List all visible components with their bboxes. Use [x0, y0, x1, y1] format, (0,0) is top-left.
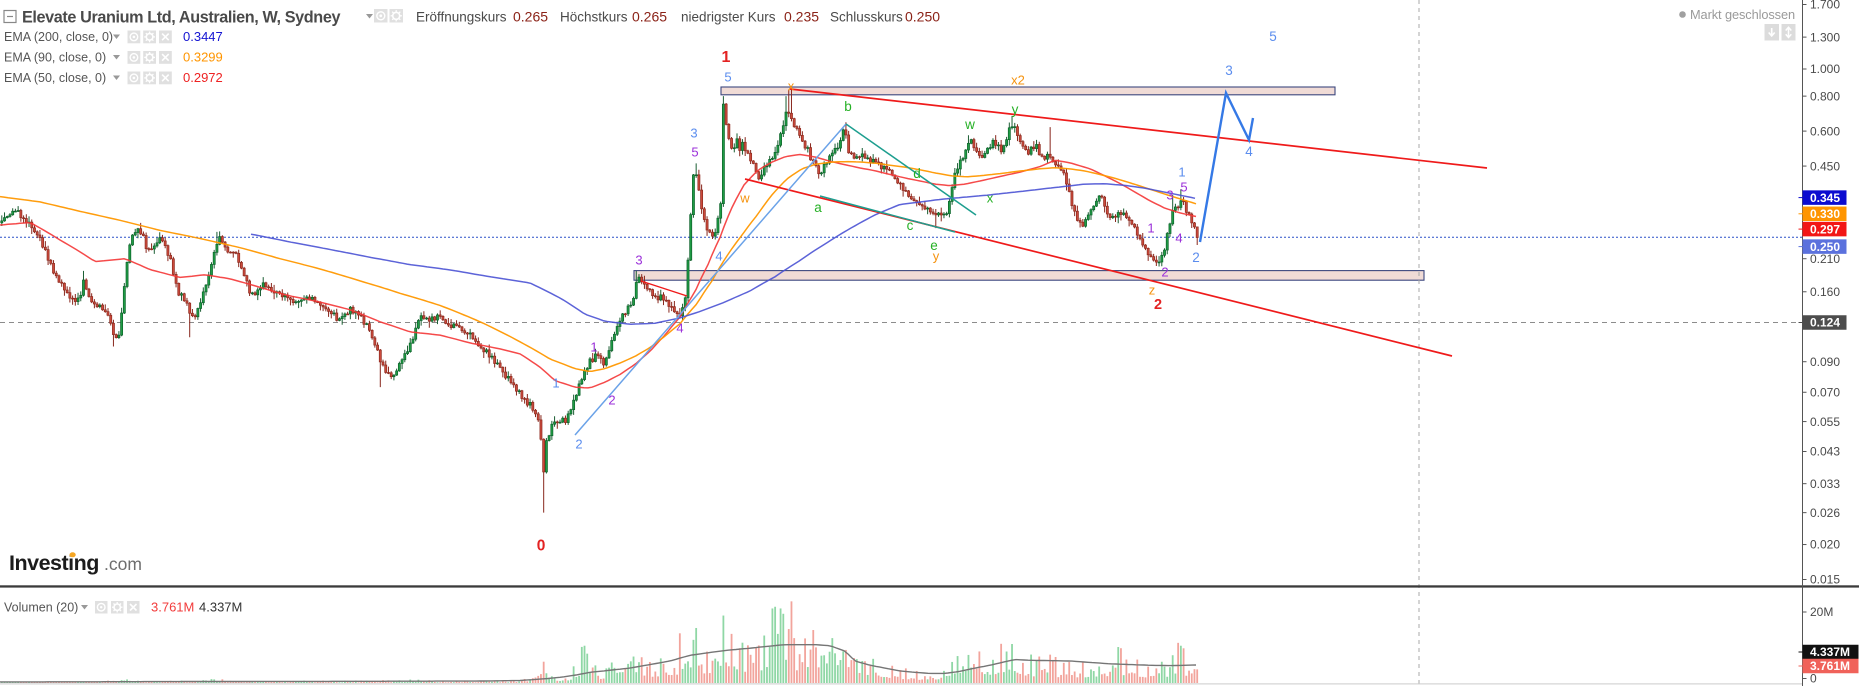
svg-text:3: 3	[1166, 188, 1173, 203]
svg-text:d: d	[913, 166, 921, 181]
svg-text:0.043: 0.043	[1810, 445, 1840, 459]
svg-text:.com: .com	[104, 554, 142, 574]
svg-text:1.300: 1.300	[1810, 30, 1840, 44]
svg-text:3: 3	[1225, 63, 1233, 78]
svg-text:0.235: 0.235	[784, 9, 819, 25]
svg-text:0.124: 0.124	[1810, 316, 1840, 330]
svg-text:4: 4	[715, 249, 722, 264]
svg-text:b: b	[844, 99, 852, 114]
svg-text:EMA (50, close, 0): EMA (50, close, 0)	[4, 71, 106, 85]
svg-text:5: 5	[1180, 180, 1187, 195]
svg-text:20M: 20M	[1810, 605, 1833, 619]
svg-text:3: 3	[690, 126, 697, 141]
svg-text:1: 1	[1147, 221, 1154, 236]
svg-text:Eröffnungskurs: Eröffnungskurs	[416, 10, 507, 25]
svg-text:0.160: 0.160	[1810, 285, 1840, 299]
svg-text:0.070: 0.070	[1810, 385, 1840, 399]
svg-text:2: 2	[1154, 297, 1162, 313]
svg-text:Höchstkurs: Höchstkurs	[560, 10, 628, 25]
svg-text:4.337M: 4.337M	[199, 599, 242, 614]
svg-text:niedrigster Kurs: niedrigster Kurs	[681, 10, 776, 25]
svg-text:5: 5	[691, 145, 698, 160]
svg-text:0.800: 0.800	[1810, 89, 1840, 103]
svg-text:Investing: Investing	[9, 551, 99, 575]
svg-text:4: 4	[1245, 144, 1253, 159]
svg-text:y: y	[933, 249, 940, 264]
svg-text:EMA (90, close, 0): EMA (90, close, 0)	[4, 50, 106, 64]
svg-text:y: y	[1012, 102, 1019, 117]
svg-text:Volumen (20): Volumen (20)	[4, 600, 78, 614]
svg-text:x2: x2	[1011, 73, 1025, 88]
svg-text:4: 4	[676, 321, 683, 336]
svg-text:1: 1	[722, 49, 731, 66]
svg-text:1: 1	[552, 376, 559, 391]
svg-text:1: 1	[1178, 165, 1185, 180]
svg-text:0.020: 0.020	[1810, 538, 1840, 552]
svg-text:0.015: 0.015	[1810, 573, 1840, 587]
svg-text:0.033: 0.033	[1810, 477, 1840, 491]
svg-text:0.250: 0.250	[905, 9, 940, 25]
svg-text:2: 2	[1161, 265, 1168, 280]
svg-text:0.450: 0.450	[1810, 159, 1840, 173]
svg-text:3: 3	[635, 253, 642, 268]
svg-text:4: 4	[1175, 231, 1182, 246]
svg-text:EMA (200, close, 0): EMA (200, close, 0)	[4, 30, 113, 44]
svg-text:4.337M: 4.337M	[1810, 645, 1850, 659]
svg-text:Schlusskurs: Schlusskurs	[830, 10, 903, 25]
svg-text:2: 2	[608, 393, 615, 408]
svg-text:w: w	[964, 117, 975, 132]
svg-text:2: 2	[575, 437, 582, 452]
svg-text:0.055: 0.055	[1810, 415, 1840, 429]
svg-text:Elevate Uranium Ltd, Australie: Elevate Uranium Ltd, Australien, W, Sydn…	[22, 9, 340, 27]
svg-text:0.026: 0.026	[1810, 506, 1840, 520]
svg-text:0.2972: 0.2972	[183, 70, 223, 85]
svg-text:z: z	[1149, 283, 1156, 298]
svg-text:1.000: 1.000	[1810, 62, 1840, 76]
svg-text:x: x	[788, 79, 795, 94]
svg-text:0.297: 0.297	[1810, 222, 1840, 236]
svg-text:0.600: 0.600	[1810, 124, 1840, 138]
svg-text:e: e	[930, 238, 938, 253]
svg-text:0.265: 0.265	[513, 9, 548, 25]
svg-text:2: 2	[1192, 250, 1200, 265]
svg-text:c: c	[907, 218, 914, 233]
svg-text:x: x	[987, 191, 994, 206]
svg-text:0.210: 0.210	[1810, 252, 1840, 266]
svg-text:1.700: 1.700	[1810, 0, 1840, 12]
svg-text:w: w	[739, 191, 750, 206]
svg-text:0.265: 0.265	[632, 9, 667, 25]
svg-text:3.761M: 3.761M	[151, 599, 194, 614]
svg-text:0.3447: 0.3447	[183, 29, 223, 44]
svg-text:0.345: 0.345	[1810, 191, 1840, 205]
svg-text:3.761M: 3.761M	[1810, 659, 1850, 673]
svg-text:Markt geschlossen: Markt geschlossen	[1690, 7, 1795, 22]
svg-text:0.3299: 0.3299	[183, 49, 223, 64]
svg-text:0.250: 0.250	[1810, 240, 1840, 254]
svg-text:0.330: 0.330	[1810, 207, 1840, 221]
svg-text:1: 1	[590, 340, 597, 355]
svg-text:0: 0	[537, 538, 546, 555]
svg-text:5: 5	[724, 70, 731, 85]
svg-text:5: 5	[1269, 29, 1277, 44]
svg-text:0.090: 0.090	[1810, 355, 1840, 369]
svg-text:0: 0	[1810, 672, 1817, 686]
svg-text:a: a	[814, 200, 822, 215]
